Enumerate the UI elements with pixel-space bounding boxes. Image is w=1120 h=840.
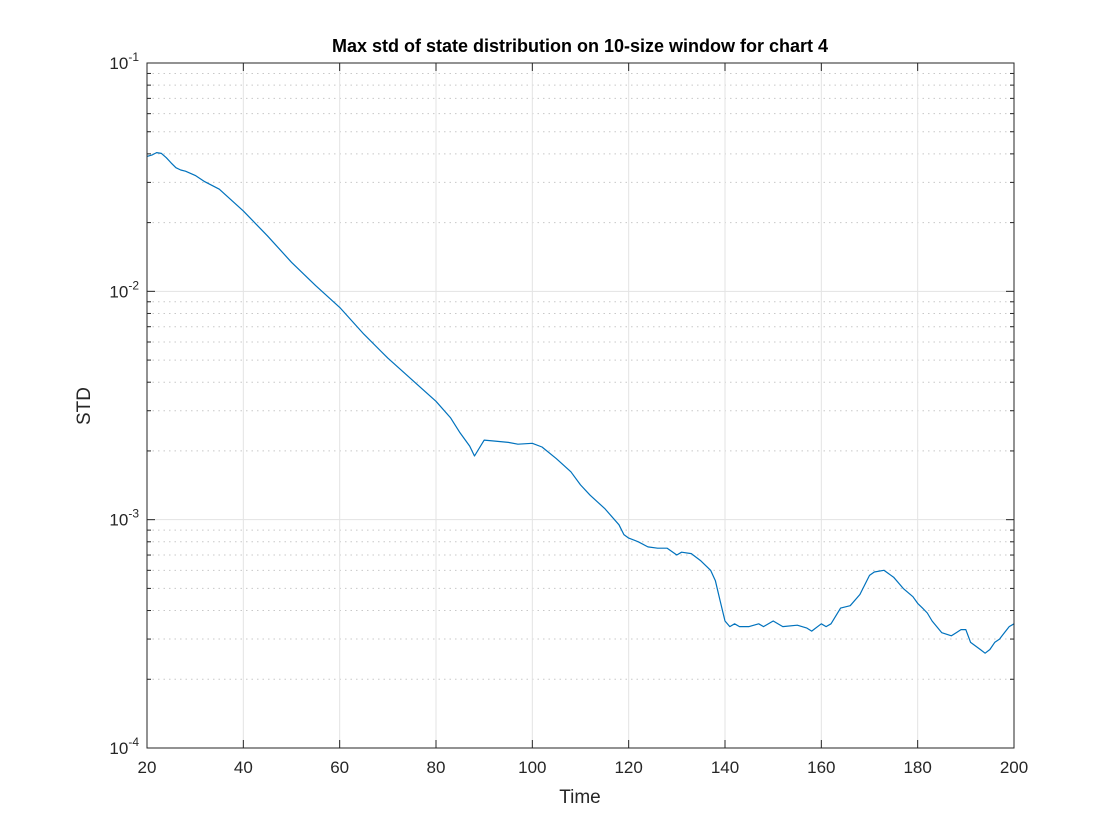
x-tick-label: 120 bbox=[614, 758, 642, 777]
x-axis-label: Time bbox=[559, 787, 601, 808]
y-axis-label: STD bbox=[74, 387, 95, 425]
y-tick-label: 10-3 bbox=[109, 507, 139, 530]
axes-box bbox=[146, 62, 1015, 749]
x-tick-label: 20 bbox=[138, 758, 157, 777]
y-tick-label: 10-1 bbox=[109, 50, 139, 73]
x-tick-label: 100 bbox=[518, 758, 546, 777]
x-tick-label: 200 bbox=[1000, 758, 1028, 777]
y-tick-label: 10-2 bbox=[109, 278, 139, 301]
x-tick-label: 80 bbox=[427, 758, 446, 777]
x-tick-label: 180 bbox=[903, 758, 931, 777]
y-tick-label: 10-4 bbox=[109, 735, 139, 758]
plot-area: 20 40 60 80 100 120 140 160 180 200 10-4 10-3 10-2 10… bbox=[109, 50, 1028, 777]
series-line-0 bbox=[146, 152, 1015, 654]
chart-title: Max std of state distribution on 10-size… bbox=[332, 36, 828, 56]
x-tick-label: 160 bbox=[807, 758, 835, 777]
x-tick-label: 140 bbox=[711, 758, 739, 777]
x-tick-label: 40 bbox=[234, 758, 253, 777]
x-tick-label: 60 bbox=[330, 758, 349, 777]
